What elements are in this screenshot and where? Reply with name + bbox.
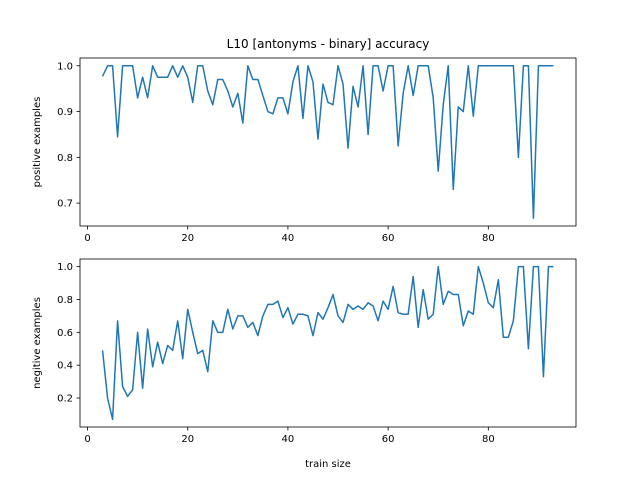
y-tick-label: 0.2 <box>57 394 73 405</box>
y-tick-label: 0.6 <box>57 328 73 339</box>
y-tick-label: 0.8 <box>57 153 73 164</box>
y-tick-label: 0.8 <box>57 295 73 306</box>
y-tick-label: 0.4 <box>57 361 73 372</box>
chart-title: L10 [antonyms - binary] accuracy <box>227 37 430 51</box>
axes-frame <box>79 57 577 227</box>
x-tick-label: 0 <box>84 434 90 445</box>
x-tick-label: 80 <box>482 434 495 445</box>
y-axis-label: negitive examples <box>32 297 43 389</box>
x-tick-label: 20 <box>181 434 194 445</box>
x-tick-label: 60 <box>382 434 395 445</box>
x-tick-label: 80 <box>482 233 495 244</box>
x-tick-label: 0 <box>84 233 90 244</box>
y-axis-label: positive examples <box>32 97 43 188</box>
y-tick-label: 0.7 <box>57 199 73 210</box>
axes-frame <box>79 258 577 428</box>
y-tick-label: 0.9 <box>57 107 73 118</box>
data-line <box>101 265 554 421</box>
x-tick-label: 40 <box>282 233 295 244</box>
x-tick-label: 60 <box>382 233 395 244</box>
x-axis-label: train size <box>305 459 351 470</box>
data-line <box>101 65 554 219</box>
y-tick-label: 1.0 <box>57 61 73 72</box>
x-tick-label: 40 <box>282 434 295 445</box>
x-tick-label: 20 <box>181 233 194 244</box>
y-tick-label: 1.0 <box>57 262 73 273</box>
